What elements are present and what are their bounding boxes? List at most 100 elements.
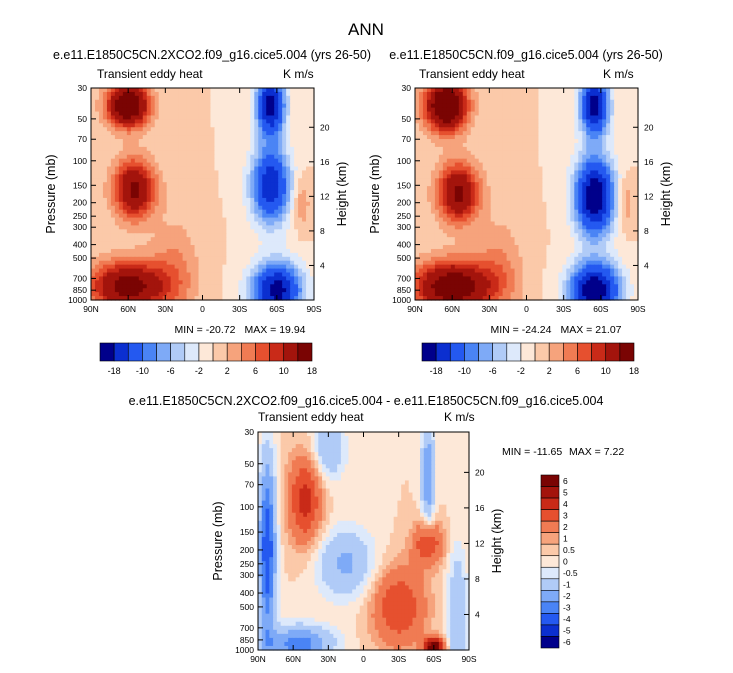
field-cell bbox=[518, 158, 524, 164]
field-cell bbox=[634, 135, 639, 140]
field-cell bbox=[522, 107, 528, 113]
field-cell bbox=[618, 158, 623, 164]
field-cell bbox=[218, 260, 224, 266]
field-cell bbox=[218, 178, 224, 183]
field-cell bbox=[502, 139, 508, 144]
field-cell bbox=[190, 95, 196, 101]
field-cell bbox=[590, 174, 595, 179]
field-cell bbox=[254, 225, 259, 230]
field-cell bbox=[154, 95, 160, 101]
field-cell bbox=[262, 186, 267, 191]
field-cell bbox=[586, 194, 591, 199]
field-cell bbox=[470, 182, 476, 187]
field-cell bbox=[482, 139, 488, 144]
field-cell bbox=[142, 221, 148, 227]
field-cell bbox=[146, 139, 152, 144]
field-cell bbox=[174, 276, 180, 281]
field-cell bbox=[598, 95, 603, 101]
field-cell bbox=[550, 170, 555, 175]
field-cell bbox=[214, 95, 220, 101]
field-cell bbox=[602, 166, 607, 172]
field-cell bbox=[286, 237, 291, 242]
field-cell bbox=[118, 142, 124, 148]
field-cell bbox=[530, 178, 536, 183]
field-cell bbox=[202, 182, 208, 187]
field-cell bbox=[162, 225, 168, 230]
field-cell bbox=[590, 197, 595, 203]
field-cell bbox=[102, 178, 108, 183]
field-cell bbox=[578, 99, 583, 105]
field-cell bbox=[570, 178, 575, 183]
field-cell bbox=[126, 194, 132, 199]
field-cell bbox=[126, 284, 132, 289]
field-cell bbox=[518, 95, 524, 101]
field-cell bbox=[194, 292, 200, 297]
field-cell bbox=[486, 158, 492, 164]
field-cell bbox=[170, 178, 176, 183]
field-cell bbox=[430, 213, 436, 219]
field-cell bbox=[482, 150, 488, 156]
field-cell bbox=[262, 111, 267, 117]
field-cell bbox=[602, 139, 607, 144]
field-cell bbox=[534, 213, 540, 219]
field-cell bbox=[270, 174, 275, 179]
field-cell bbox=[582, 190, 587, 195]
field-cell bbox=[442, 178, 448, 183]
field-cell bbox=[214, 260, 220, 266]
field-cell bbox=[546, 178, 551, 183]
field-cell bbox=[246, 280, 251, 285]
field-cell bbox=[242, 142, 247, 148]
field-cell bbox=[118, 127, 124, 132]
field-cell bbox=[506, 209, 512, 215]
field-cell bbox=[234, 280, 239, 285]
field-cell bbox=[462, 174, 468, 179]
field-cell bbox=[534, 158, 540, 164]
field-cell bbox=[478, 166, 484, 172]
field-cell bbox=[222, 272, 227, 278]
field-cell bbox=[602, 131, 607, 136]
field-cell bbox=[474, 88, 480, 93]
field-cell bbox=[466, 182, 472, 187]
field-cell bbox=[278, 131, 283, 136]
field-cell bbox=[202, 245, 208, 250]
field-cell bbox=[154, 154, 160, 160]
field-cell bbox=[614, 201, 619, 207]
field-cell bbox=[150, 131, 156, 136]
field-cell bbox=[150, 139, 156, 144]
field-cell bbox=[478, 158, 484, 164]
field-cell bbox=[558, 178, 563, 183]
field-cell bbox=[546, 170, 551, 175]
field-cell bbox=[542, 119, 548, 124]
field-cell bbox=[102, 245, 108, 250]
field-cell bbox=[286, 288, 291, 293]
field-cell bbox=[170, 284, 176, 289]
field-cell bbox=[490, 119, 496, 124]
field-cell bbox=[306, 139, 311, 144]
field-cell bbox=[242, 99, 247, 105]
field-cell bbox=[554, 178, 559, 183]
field-cell bbox=[418, 150, 424, 156]
field-cell bbox=[534, 135, 540, 140]
field-cell bbox=[126, 245, 132, 250]
field-cell bbox=[306, 135, 311, 140]
field-cell bbox=[166, 162, 172, 168]
field-cell bbox=[174, 272, 180, 278]
field-cell bbox=[246, 103, 251, 109]
field-cell bbox=[222, 264, 227, 270]
field-cell bbox=[506, 150, 512, 156]
field-cell bbox=[186, 225, 192, 230]
field-cell bbox=[470, 123, 476, 128]
field-cell bbox=[106, 272, 112, 278]
field-cell bbox=[274, 178, 279, 183]
field-cell bbox=[226, 225, 231, 230]
field-cell bbox=[282, 135, 287, 140]
field-cell bbox=[166, 205, 172, 211]
field-cell bbox=[230, 103, 235, 109]
field-cell bbox=[518, 162, 524, 168]
field-cell bbox=[550, 103, 555, 109]
field-cell bbox=[190, 201, 196, 207]
field-cell bbox=[238, 178, 243, 183]
field-cell bbox=[442, 170, 448, 175]
field-cell bbox=[622, 170, 627, 175]
field-cell bbox=[450, 119, 456, 124]
